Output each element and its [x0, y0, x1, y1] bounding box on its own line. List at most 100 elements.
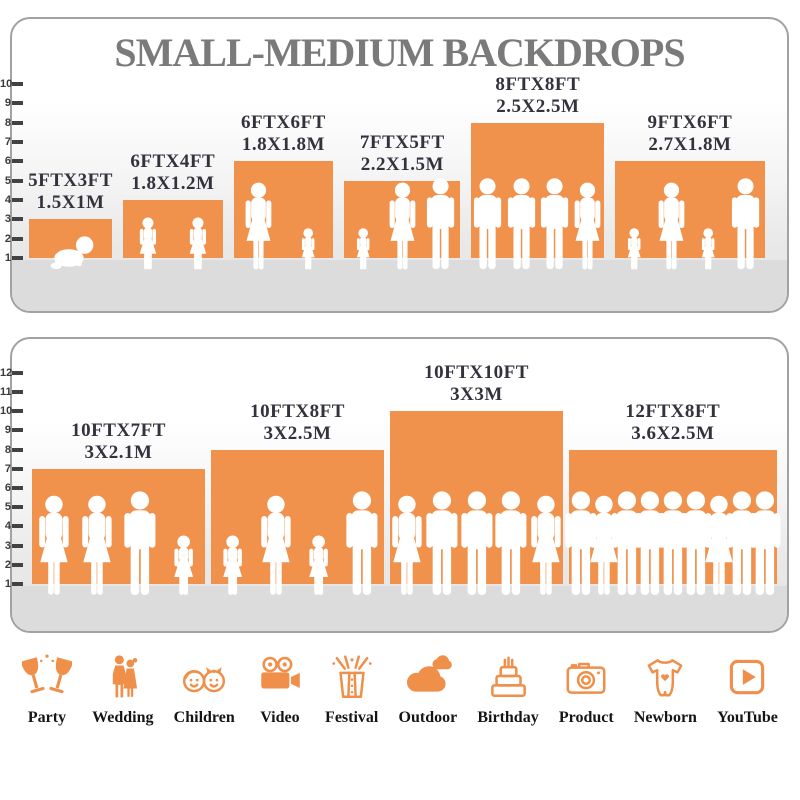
person-silhouette-woman [38, 495, 69, 595]
axis-tick-mark [12, 428, 23, 433]
person-silhouette-child [189, 217, 206, 270]
person-silhouette-man [124, 491, 156, 595]
backdrop-bar [123, 200, 223, 258]
axis-tick-label: 11 [0, 386, 12, 398]
axis-tick-label: 4 [4, 194, 11, 206]
size-m-text: 2.7X1.8M [648, 134, 732, 156]
category-label: Product [558, 709, 614, 726]
category-item-birthday: Birthday [477, 652, 539, 727]
person-silhouette-child [139, 217, 157, 270]
axis-tick-mark [12, 256, 23, 260]
person-silhouette-child [223, 535, 243, 595]
category-label: Birthday [477, 709, 539, 726]
category-item-festival: Festival [325, 652, 378, 727]
category-item-video: Video [255, 652, 305, 727]
size-m-text: 1.8X1.2M [131, 173, 215, 194]
axis-tick-mark [12, 466, 23, 471]
size-ft-text: 10FTX10FT [424, 362, 529, 384]
category-label: Outdoor [398, 709, 458, 726]
outdoor-icon [403, 652, 453, 702]
axis-tick: 9 [0, 424, 23, 436]
axis-tick-label: 6 [4, 482, 11, 494]
birthday-icon [483, 652, 533, 702]
category-item-youtube: YouTube [717, 652, 778, 727]
person-silhouette-man [634, 491, 666, 595]
backdrop-size-label: 6FTX6FT 1.8X1.8M [173, 112, 393, 156]
axis-tick-label: 4 [4, 520, 11, 533]
person-silhouette-child [173, 535, 193, 595]
person-silhouette-man [426, 491, 458, 595]
axis-tick-mark [12, 447, 23, 452]
size-m-text: 3X2.1M [84, 441, 153, 463]
person-silhouette-man [346, 491, 378, 595]
size-m-text: 2.2X1.5M [360, 153, 444, 175]
size-ft-text: 12FTX8FT [625, 400, 721, 422]
axis-tick: 2 [0, 559, 23, 571]
person-silhouette-woman [574, 182, 601, 270]
person-silhouette-man [657, 491, 689, 595]
axis-tick: 11 [0, 386, 23, 398]
person-silhouette-tot [357, 227, 370, 270]
size-m-text: 1.8X1.8M [241, 134, 325, 156]
person-silhouette-man [507, 178, 535, 270]
axis-tick-label: 10 [0, 78, 13, 91]
size-m-text: 2.5X2.5M [496, 95, 580, 117]
category-item-children: Children [174, 652, 235, 727]
size-m-text: 3X3M [450, 384, 503, 406]
person-silhouette-child [309, 535, 329, 595]
size-ft-text: 10FTX7FT [71, 419, 166, 441]
axis-tick-label: 2 [4, 232, 11, 245]
axis-tick-label: 5 [4, 501, 11, 514]
person-silhouette-man [427, 178, 455, 270]
category-label: Party [27, 709, 67, 726]
axis-tick-mark [12, 505, 23, 510]
person-silhouette-man [732, 178, 760, 270]
person-silhouette-tot [627, 227, 641, 270]
axis-tick-mark [12, 82, 23, 87]
category-label: Video [260, 709, 300, 726]
axis-tick: 2 [0, 233, 23, 245]
category-item-outdoor: Outdoor [398, 652, 458, 727]
axis-tick-label: 1 [4, 252, 11, 264]
size-ft-text: 8FTX8FT [495, 73, 581, 95]
axis-tick-label: 8 [4, 443, 11, 456]
size-m-text: 1.5X1M [36, 192, 105, 214]
axis-tick-mark [12, 178, 23, 183]
video-icon [255, 652, 305, 702]
backdrop-size-label: 6FTX4FT 1.8X1.2M [63, 151, 283, 195]
axis-tick: 5 [0, 501, 23, 513]
person-silhouette-man [540, 178, 568, 270]
wedding-icon [98, 652, 148, 702]
category-row: Party Wedding Children Video Festival Outdoor… [0, 652, 800, 727]
backdrop-size-label: 8FTX8FT 2.5X2.5M [428, 74, 648, 118]
axis-tick-label: 7 [4, 136, 11, 149]
backdrop-size-label: 12FTX8FT 3.6X2.5M [563, 401, 783, 445]
axis-tick-mark [12, 486, 23, 490]
category-item-product: Product [559, 652, 614, 727]
axis-tick-label: 9 [4, 97, 11, 110]
person-silhouette-man [495, 491, 527, 595]
axis-tick-mark [12, 217, 23, 222]
axis-tick: 1 [0, 578, 23, 590]
backdrop-size-label: 7FTX5FT 2.2X1.5M [292, 132, 512, 176]
person-silhouette-baby [50, 236, 94, 270]
axis-tick-mark [12, 140, 23, 145]
axis-tick: 6 [0, 155, 23, 167]
person-silhouette-man [460, 491, 493, 595]
newborn-icon [640, 652, 690, 702]
page-title: SMALL-MEDIUM BACKDROPS [114, 30, 685, 75]
axis-tick: 12 [0, 367, 23, 379]
person-silhouette-tot [301, 227, 315, 270]
axis-tick-mark [12, 120, 23, 125]
axis-tick-label: 6 [4, 155, 11, 168]
axis-tick-label: 10 [0, 405, 13, 418]
person-silhouette-woman [389, 182, 416, 270]
person-silhouette-woman [245, 182, 272, 270]
size-m-text: 3X2.5M [263, 422, 332, 444]
axis-tick: 3 [0, 540, 23, 552]
axis-tick: 8 [0, 117, 23, 129]
axis-tick: 5 [0, 175, 23, 187]
category-label: YouTube [717, 709, 778, 726]
size-ft-text: 7FTX5FT [359, 131, 445, 153]
